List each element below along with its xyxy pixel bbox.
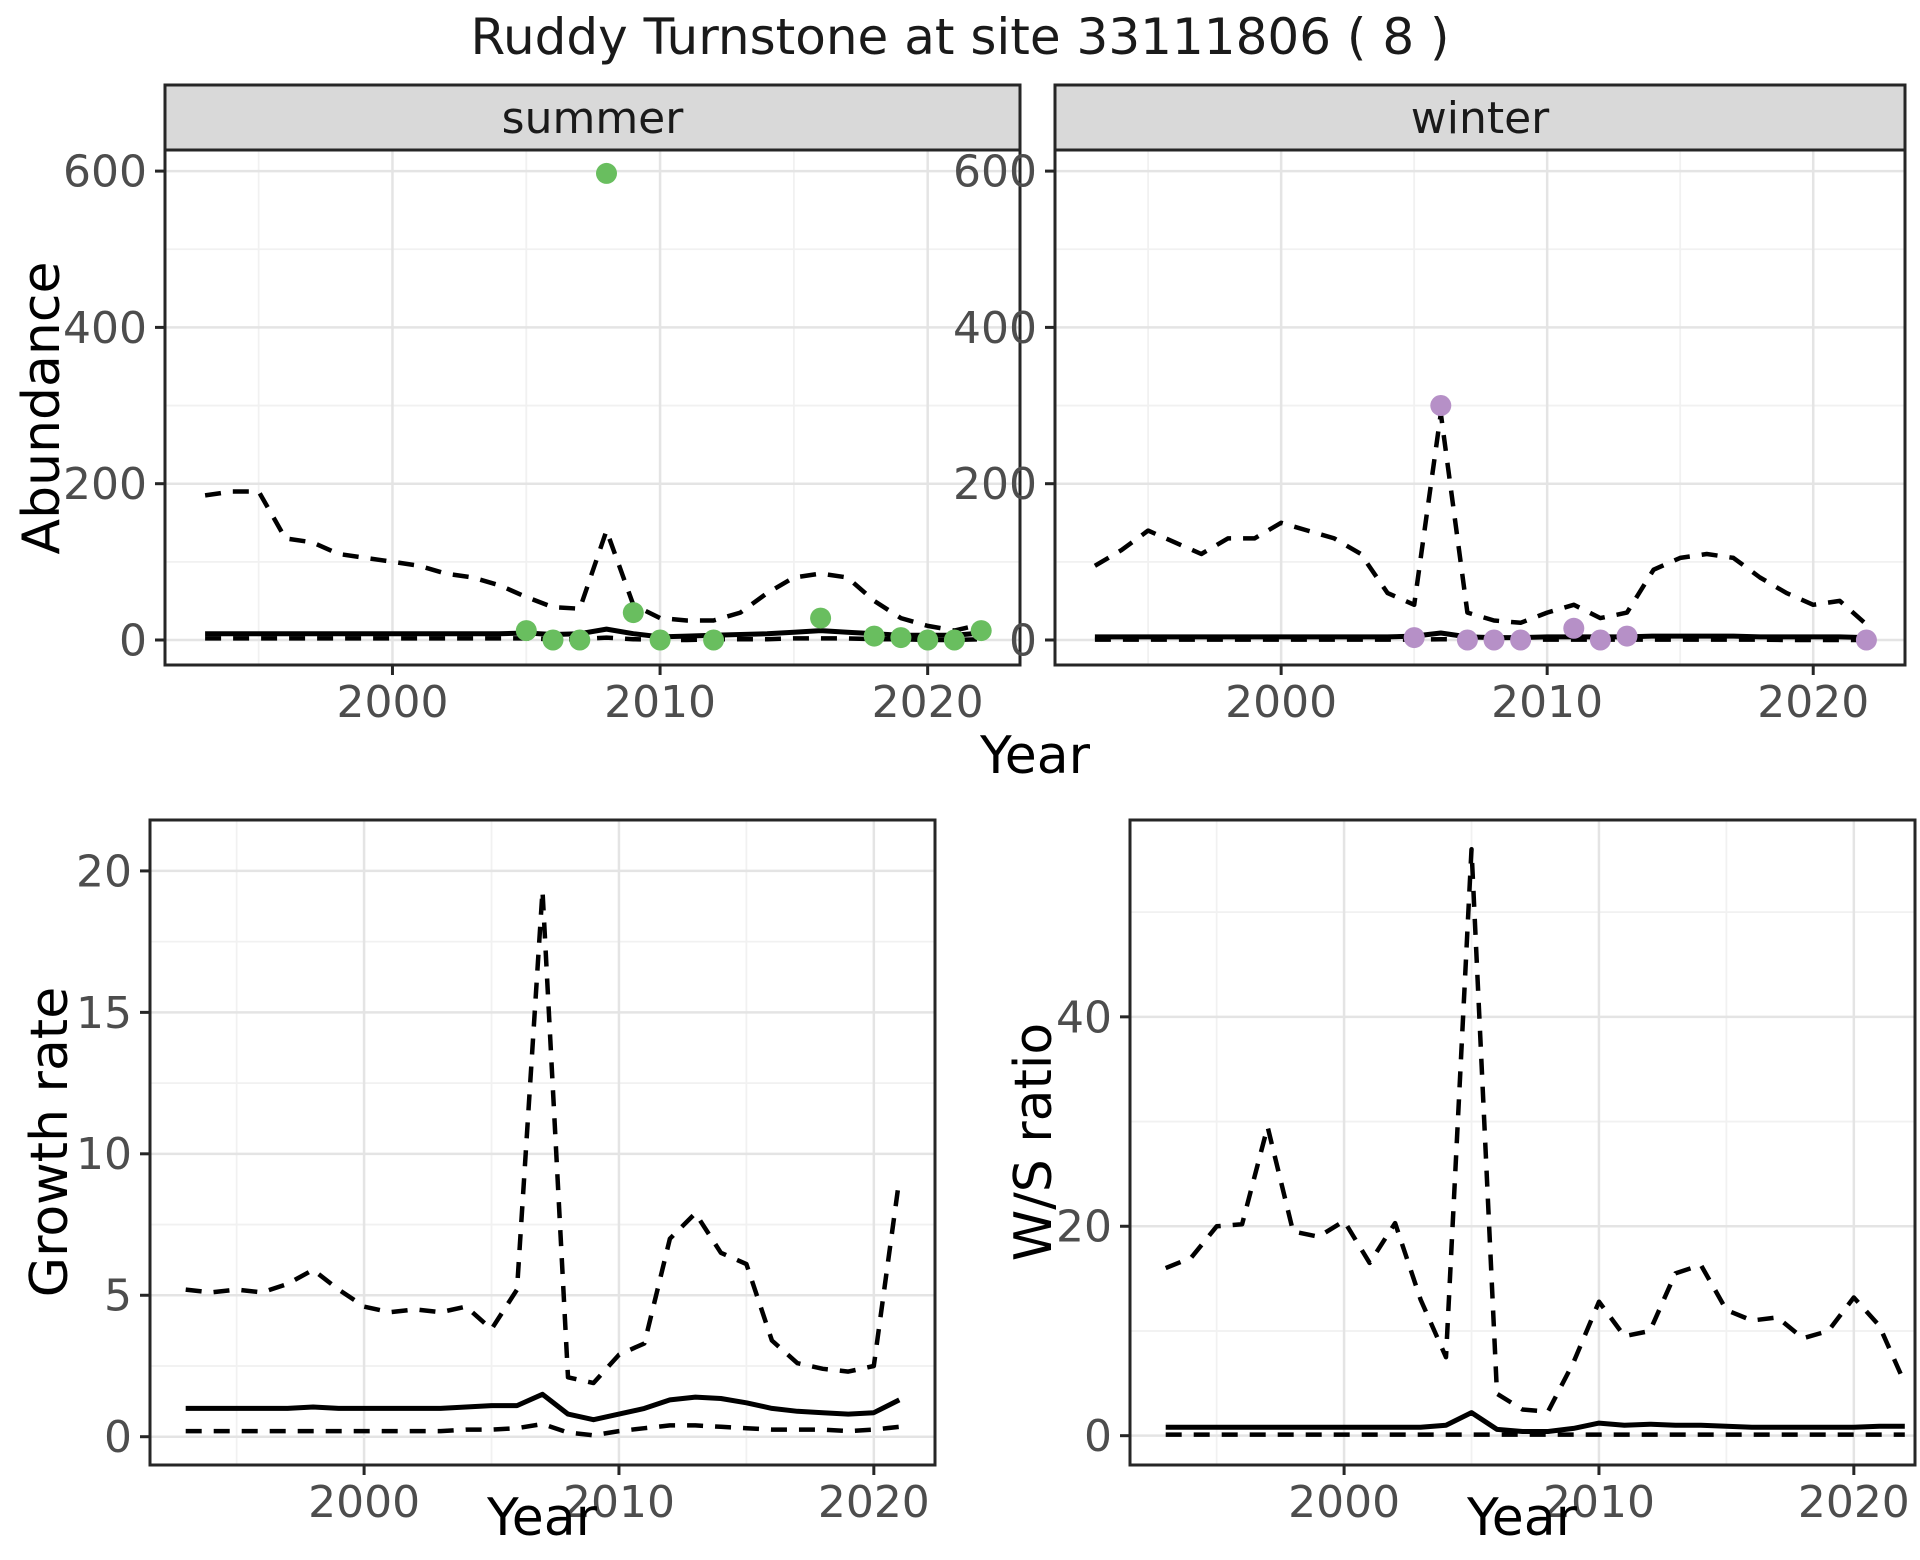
observed-summer-point — [943, 629, 965, 651]
y-axis-tick-label: 5 — [104, 1271, 132, 1322]
lower-ci-line — [205, 635, 982, 643]
growth-rate-axis-label: Growth rate — [20, 986, 80, 1298]
y-axis-tick-label: 600 — [953, 147, 1037, 198]
y-axis-tick-label: 40 — [1056, 992, 1112, 1043]
x-axis-tick-label: 2020 — [1757, 677, 1869, 728]
abundance-axis-label: Abundance — [12, 261, 72, 555]
panel-background — [1130, 820, 1915, 1465]
observed-summer-point — [515, 620, 537, 642]
observed-summer-point — [890, 627, 912, 649]
x-axis-tick-label: 2010 — [1491, 677, 1603, 728]
observed-summer-point — [569, 629, 591, 651]
observed-summer-point — [596, 162, 617, 184]
median-line — [1094, 630, 1867, 641]
observed-winter-point — [1616, 625, 1638, 647]
observed-winter-point — [1855, 629, 1877, 651]
y-axis-tick-label: 20 — [1056, 1202, 1112, 1253]
x-axis-tick-label: 2010 — [1543, 1477, 1655, 1528]
panel-growth-rate: 2000 2010 2020 0 5 10 15 20 — [76, 818, 937, 1528]
y-axis-tick-label: 15 — [76, 988, 132, 1039]
facet-strip — [163, 83, 1022, 152]
y-axis-tick-label: 600 — [63, 147, 147, 198]
observed-summer-point — [917, 629, 939, 651]
x-axis-tick-label: 2010 — [563, 1477, 675, 1528]
upper-ci-line — [1164, 847, 1907, 1414]
observed-summer-point — [863, 625, 885, 647]
y-axis-tick-label: 10 — [76, 1129, 132, 1180]
panel-border — [148, 818, 937, 1467]
median-line — [185, 1391, 901, 1423]
upper-ci-line — [204, 489, 982, 633]
x-axis-tick-label: 2020 — [1798, 1477, 1910, 1528]
x-axis-tick-label: 2000 — [1225, 677, 1337, 728]
x-axis-tick-label: 2020 — [818, 1477, 930, 1528]
observed-summer-point — [970, 620, 992, 642]
x-axis-tick-label: 2020 — [872, 677, 984, 728]
chart-title: Ruddy Turnstone at site 33111806 ( 8 ) — [470, 8, 1450, 66]
observed-winter-point — [1563, 617, 1585, 639]
panel-border — [1128, 818, 1917, 1467]
observed-winter-point — [1456, 629, 1478, 651]
ws-ratio-axis-label: W/S ratio — [1004, 1022, 1064, 1262]
y-axis-tick-label: 200 — [953, 459, 1037, 510]
observed-summer-point — [649, 629, 671, 651]
upper-ci-line — [1093, 411, 1868, 627]
y-axis-tick-label: 400 — [63, 303, 147, 354]
y-axis-tick-label: 0 — [104, 1412, 132, 1463]
facet-strip — [1053, 83, 1907, 152]
observed-winter-point — [1510, 629, 1532, 651]
x-axis-tick-label: 2000 — [308, 1477, 420, 1528]
panel-ws-ratio: 2000 2010 2020 0 20 40 — [1056, 818, 1917, 1528]
y-axis-tick-label: 200 — [63, 459, 147, 510]
panel-background — [165, 150, 1020, 665]
observed-winter-point — [1430, 395, 1452, 416]
median-line — [1165, 1410, 1905, 1434]
y-axis-tick-label: 0 — [1084, 1411, 1112, 1462]
x-axis-tick-label: 2000 — [1288, 1477, 1400, 1528]
y-axis-tick-label: 400 — [953, 303, 1037, 354]
x-axis-tick-label: 2000 — [336, 677, 448, 728]
observed-summer-point — [542, 629, 564, 651]
y-axis-tick-label: 20 — [76, 846, 132, 897]
top-year-axis-label: Year — [979, 726, 1091, 786]
observed-winter-point — [1483, 629, 1505, 651]
facet-strip-label: summer — [502, 93, 685, 144]
observed-summer-point — [622, 602, 644, 624]
y-axis-tick-label: 0 — [119, 615, 147, 666]
observed-summer-point — [703, 629, 725, 651]
x-axis-tick-label: 2010 — [604, 677, 716, 728]
facet-strip-label: winter — [1411, 93, 1550, 144]
y-axis-tick-label: 0 — [1009, 615, 1037, 666]
lower-ci-line — [185, 1421, 900, 1438]
bottom-left-year-axis-label: Year — [486, 1488, 598, 1548]
median-line — [205, 626, 982, 640]
bottom-right-year-axis-label: Year — [1466, 1488, 1578, 1548]
upper-ci-line — [185, 888, 902, 1386]
observed-winter-point — [1403, 627, 1425, 649]
panel-abundance-winter: 2000 2010 2020 0 200 400 600 winter — [953, 83, 1907, 728]
observed-winter-point — [1589, 629, 1611, 651]
observed-summer-point — [810, 607, 832, 629]
panel-abundance-summer: 2000 2010 2020 0 200 400 600 summer — [63, 83, 1022, 728]
